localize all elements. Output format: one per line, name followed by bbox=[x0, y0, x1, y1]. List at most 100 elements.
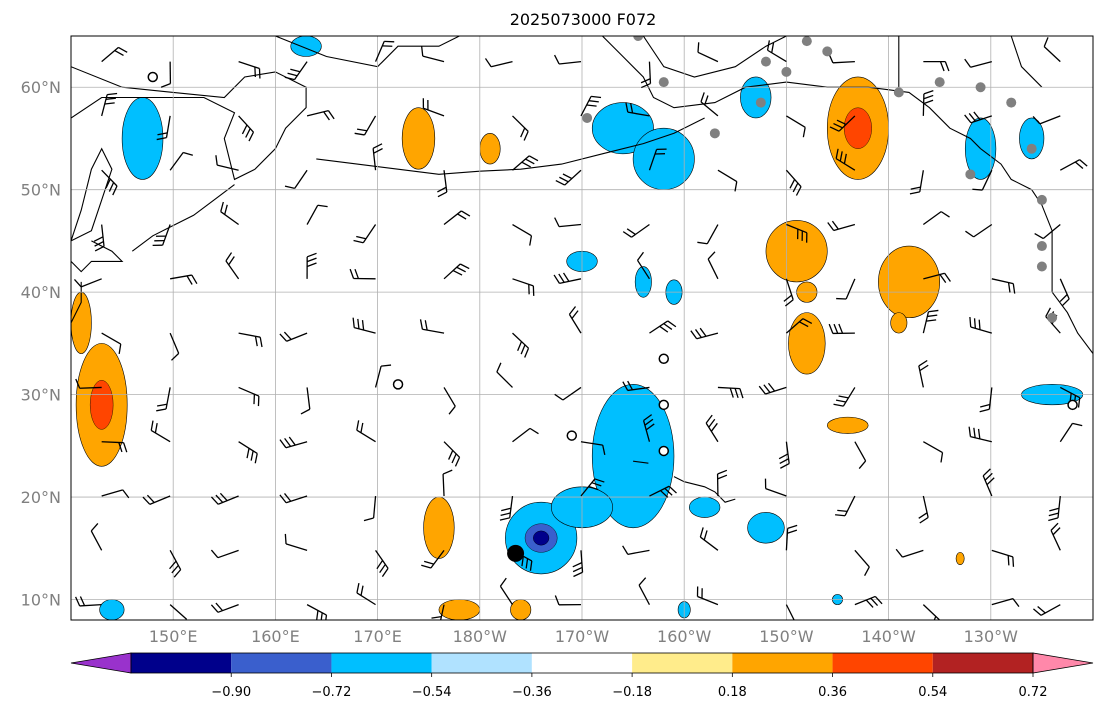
station-gray bbox=[755, 97, 766, 108]
latitude-labels: 10°N 20°N 30°N 40°N 50°N 60°N bbox=[21, 78, 61, 609]
wind-barb bbox=[648, 148, 667, 171]
wind-barb bbox=[210, 492, 239, 505]
wind-barb bbox=[717, 169, 738, 192]
wind-barb bbox=[499, 577, 514, 605]
wind-barb bbox=[512, 155, 539, 171]
station-gray bbox=[1026, 143, 1037, 154]
wind-barb bbox=[1032, 115, 1061, 125]
wind-barb bbox=[75, 378, 102, 389]
wind-barb bbox=[717, 386, 744, 399]
station-open bbox=[566, 430, 578, 441]
wind-barb bbox=[101, 169, 118, 196]
station-gray bbox=[781, 66, 792, 77]
wind-barb bbox=[73, 278, 102, 288]
plot-area bbox=[71, 36, 1093, 620]
wind-barb bbox=[895, 548, 924, 558]
wind-barb bbox=[785, 169, 802, 196]
wind-barb bbox=[923, 441, 944, 463]
field-blob-28 bbox=[1019, 117, 1045, 160]
colorbar-frame bbox=[130, 652, 1034, 674]
station-gray bbox=[1036, 194, 1047, 205]
lon-label: 150°W bbox=[759, 627, 814, 646]
colorbar-tick-label: 0.72 bbox=[1019, 685, 1048, 700]
station-open bbox=[658, 445, 670, 457]
field-blob-4 bbox=[401, 107, 436, 170]
wind-barb bbox=[437, 170, 448, 198]
colorbar-tick-label: −0.72 bbox=[312, 685, 352, 700]
wind-barb bbox=[854, 441, 867, 469]
station-markers bbox=[147, 36, 1078, 562]
lat-label: 40°N bbox=[21, 283, 61, 302]
wind-barb bbox=[991, 278, 1016, 294]
wind-barb bbox=[696, 586, 719, 606]
wind-barb bbox=[101, 92, 118, 117]
wind-barb bbox=[758, 382, 787, 395]
wind-barb bbox=[766, 40, 787, 63]
wind-barb bbox=[1033, 604, 1061, 616]
wind-barb bbox=[572, 550, 584, 578]
wind-barb bbox=[372, 143, 383, 171]
field-blob-13 bbox=[632, 127, 695, 190]
station-open bbox=[147, 71, 159, 83]
colorbar-tick-label: −0.90 bbox=[211, 685, 251, 700]
wind-barb bbox=[512, 332, 530, 358]
station-gray bbox=[801, 36, 812, 47]
wind-barb bbox=[169, 332, 180, 361]
wind-barb bbox=[238, 115, 255, 142]
colorbar-segment bbox=[632, 653, 733, 673]
wind-barb bbox=[238, 386, 260, 407]
station-open bbox=[392, 379, 404, 390]
wind-barb bbox=[210, 602, 239, 613]
wind-barb bbox=[375, 549, 389, 578]
lon-label: 170°W bbox=[555, 627, 610, 646]
field-blob-7 bbox=[438, 599, 481, 620]
wind-barb bbox=[982, 468, 995, 497]
wind-barb bbox=[827, 220, 856, 232]
colorbar-tick-label: −0.18 bbox=[612, 685, 652, 700]
wind-barb bbox=[279, 331, 308, 342]
wind-barb bbox=[443, 263, 470, 280]
wind-barb bbox=[829, 115, 856, 132]
wind-barb bbox=[1050, 522, 1061, 551]
wind-barb bbox=[969, 316, 993, 334]
wind-barb bbox=[909, 170, 924, 195]
wind-barb bbox=[965, 223, 993, 238]
wind-barb bbox=[1048, 495, 1061, 522]
wind-barb bbox=[499, 495, 514, 521]
lon-label: 160°E bbox=[251, 627, 300, 646]
station-gray bbox=[658, 77, 669, 88]
colorbar-labels: −0.90 −0.72 −0.54 −0.36 −0.18 0.18 0.36 0.54 0.7… bbox=[211, 673, 1048, 700]
wind-barb bbox=[169, 151, 193, 171]
wind-barb bbox=[640, 61, 652, 89]
colorbar-segment bbox=[531, 653, 633, 673]
wind-barb bbox=[150, 420, 171, 443]
wind-barb bbox=[854, 549, 870, 577]
wind-barb bbox=[835, 148, 856, 171]
wind-barb bbox=[90, 522, 103, 551]
wind-barb bbox=[991, 597, 1020, 607]
wind-barb bbox=[101, 489, 130, 499]
coastline-12 bbox=[673, 476, 736, 503]
colorbar-extend-high bbox=[1032, 652, 1094, 674]
wind-barb bbox=[964, 58, 992, 68]
station-open bbox=[1067, 399, 1078, 411]
wind-barb bbox=[356, 582, 376, 606]
field-blob-26 bbox=[890, 312, 908, 334]
wind-barb bbox=[700, 92, 719, 117]
wind-barb bbox=[553, 54, 582, 65]
wind-barb bbox=[697, 42, 719, 63]
wind-barb bbox=[215, 155, 239, 171]
station-gray bbox=[975, 82, 986, 93]
wind-barb bbox=[356, 420, 376, 443]
wind-barb bbox=[284, 169, 308, 190]
wind-barb bbox=[419, 319, 445, 334]
field-blob-3 bbox=[290, 36, 322, 57]
wind-barb bbox=[421, 46, 445, 63]
wind-barb bbox=[421, 549, 445, 569]
colorbar-segment bbox=[331, 653, 432, 673]
wind-barb bbox=[568, 306, 582, 334]
wind-barb bbox=[349, 268, 376, 280]
chart-title: 2025073000 F072 bbox=[510, 10, 657, 29]
wind-barb bbox=[496, 362, 513, 388]
